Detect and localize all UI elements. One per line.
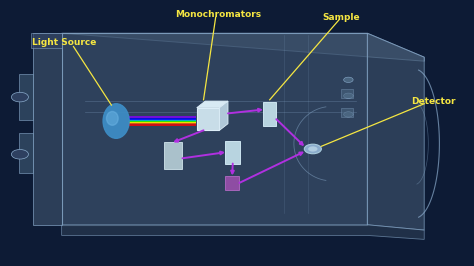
Polygon shape <box>367 33 424 230</box>
FancyBboxPatch shape <box>197 108 219 130</box>
FancyBboxPatch shape <box>164 142 182 169</box>
Ellipse shape <box>103 104 129 138</box>
Circle shape <box>11 92 28 102</box>
Polygon shape <box>33 33 62 225</box>
Text: Light Source: Light Source <box>32 38 96 47</box>
FancyBboxPatch shape <box>341 89 353 98</box>
Polygon shape <box>62 225 424 239</box>
Polygon shape <box>62 33 367 225</box>
Polygon shape <box>62 33 424 61</box>
Text: Monochromators: Monochromators <box>175 10 261 19</box>
FancyBboxPatch shape <box>341 108 353 117</box>
Circle shape <box>11 149 28 159</box>
Polygon shape <box>31 33 62 48</box>
Circle shape <box>344 112 353 117</box>
Ellipse shape <box>107 111 118 125</box>
Circle shape <box>344 77 353 82</box>
Polygon shape <box>197 101 228 108</box>
Circle shape <box>308 146 318 152</box>
Text: Sample: Sample <box>322 13 360 22</box>
FancyBboxPatch shape <box>263 102 276 126</box>
FancyBboxPatch shape <box>225 176 239 190</box>
Polygon shape <box>19 133 33 173</box>
FancyBboxPatch shape <box>225 141 240 164</box>
Text: Detector: Detector <box>411 97 456 106</box>
Circle shape <box>304 144 321 154</box>
Polygon shape <box>219 101 228 130</box>
Circle shape <box>344 93 353 98</box>
Polygon shape <box>19 74 33 120</box>
